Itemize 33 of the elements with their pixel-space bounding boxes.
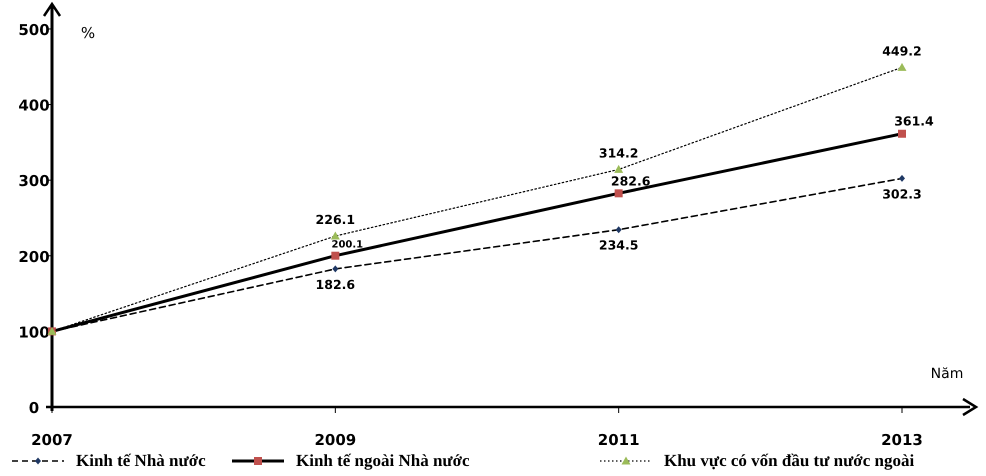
legend-label: Kinh tế ngoài Nhà nước [296, 451, 470, 470]
x-tick-label: 2011 [598, 431, 640, 449]
point [332, 265, 338, 272]
data-label: 226.1 [316, 212, 356, 228]
y-tick-label: 200 [18, 248, 50, 266]
point [616, 226, 622, 234]
y-tick-label: 0 [28, 399, 40, 417]
point [330, 232, 340, 240]
y-tick-label: 100 [18, 323, 50, 342]
point [614, 164, 624, 173]
data-label: 449.2 [882, 43, 922, 58]
y-tick-label: 400 [18, 96, 50, 115]
y-axis-title: % [80, 24, 96, 42]
data-label: 302.3 [882, 186, 922, 202]
data-label: 361.4 [894, 114, 934, 129]
data-label: 314.2 [598, 145, 638, 160]
data-label: 234.5 [598, 238, 638, 253]
point [898, 62, 906, 71]
data-label: 282.6 [610, 173, 651, 188]
point [331, 252, 340, 260]
y-tick-label: 300 [18, 172, 50, 190]
x-tick-label: 2007 [31, 431, 73, 449]
y-tick-label: 500 [18, 20, 50, 39]
x-tick-label: 2013 [881, 431, 923, 449]
point [899, 174, 905, 182]
point [898, 130, 906, 138]
x-axis-title: Năm [930, 366, 964, 382]
data-label: 182.6 [316, 276, 356, 292]
legend-label: Kinh tế Nhà nước [76, 451, 206, 470]
point [614, 189, 623, 198]
data-label: 200.1 [332, 240, 364, 251]
legend-label: Khu vực có vốn đầu tư nước ngoài [664, 451, 914, 470]
x-tick-label: 2009 [314, 431, 356, 449]
